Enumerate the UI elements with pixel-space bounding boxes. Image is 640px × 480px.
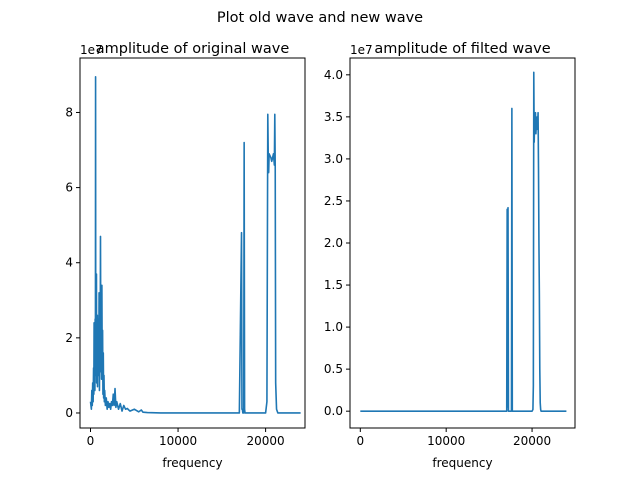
y-tick-label: 6: [65, 181, 73, 195]
y-tick-label: 1.0: [324, 320, 343, 334]
y-tick-label: 2.5: [324, 194, 343, 208]
plot-original-wave: amplitude of original wave 1e7 0 10000 200…: [65, 41, 306, 470]
y-tick-label: 3.5: [324, 110, 343, 124]
x-tick-label: 10000: [159, 434, 197, 448]
plot-filtered-wave: amplitude of filted wave 1e7 0 10000 20000…: [324, 41, 576, 470]
x-ticks: 0 10000 20000: [87, 428, 285, 448]
axes-frame: [349, 57, 576, 429]
y-tick-label: 8: [65, 105, 73, 119]
y-tick-label: 0: [65, 406, 73, 420]
axes-frame: [79, 57, 306, 429]
series-line: [360, 71, 567, 412]
y-tick-label: 0.0: [324, 404, 343, 418]
y-offset-text: 1e7: [80, 43, 103, 57]
x-tick-label: 20000: [247, 434, 285, 448]
x-tick-label: 0: [87, 434, 95, 448]
plot-title: amplitude of original wave: [96, 41, 290, 57]
series-line: [89, 75, 301, 414]
x-tick-label: 10000: [427, 434, 465, 448]
y-tick-label: 0.5: [324, 362, 343, 376]
x-axis-label: frequency: [162, 456, 222, 470]
plot-title: amplitude of filted wave: [374, 41, 550, 57]
series-group: [360, 71, 567, 412]
series-group: [89, 75, 301, 414]
y-tick-label: 4: [65, 256, 73, 270]
y-tick-label: 3.0: [324, 152, 343, 166]
y-offset-text: 1e7: [350, 43, 373, 57]
y-tick-label: 2: [65, 331, 73, 345]
x-ticks: 0 10000 20000: [356, 428, 551, 448]
figure-suptitle: Plot old wave and new wave: [217, 10, 423, 26]
x-tick-label: 20000: [513, 434, 551, 448]
x-tick-label: 0: [356, 434, 364, 448]
y-tick-label: 2.0: [324, 236, 343, 250]
y-ticks: 0.0 0.5 1.0 1.5 2.0 2.5 3.0 3.5 4.0: [324, 68, 350, 418]
y-tick-label: 4.0: [324, 68, 343, 82]
x-axis-label: frequency: [432, 456, 492, 470]
y-tick-label: 1.5: [324, 278, 343, 292]
y-ticks: 0 2 4 6 8: [65, 105, 80, 420]
